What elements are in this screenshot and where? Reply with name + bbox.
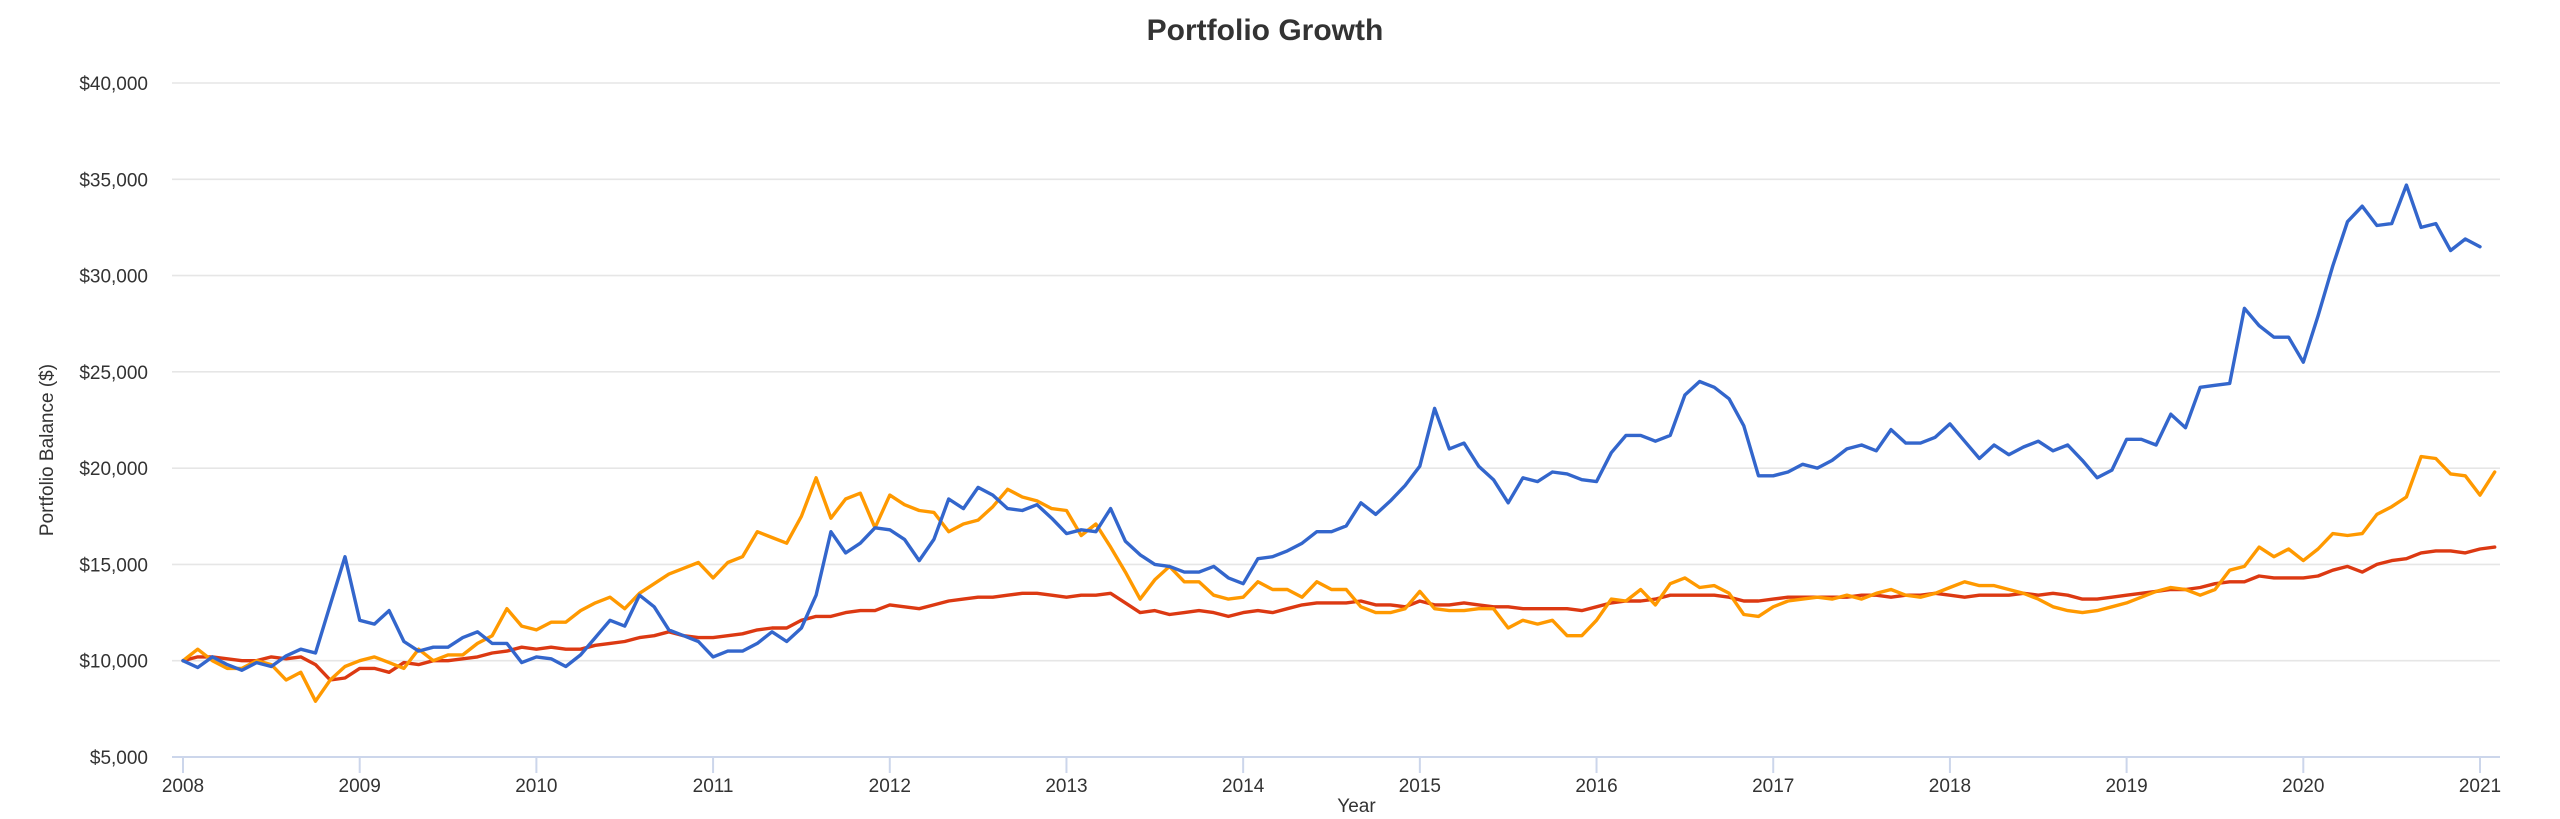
series-line-portfolio-3 [181,545,2497,682]
y-tick-label: $25,000 [79,363,148,384]
y-axis-ticks: $5,000 $10,000 $15,000 $20,000 $25,000 $30,00… [79,74,148,769]
series-lines [181,183,2497,703]
x-tick-label: 2012 [869,776,911,797]
x-tick-label: 2011 [693,776,734,797]
series-line-portfolio-1 [181,183,2482,672]
chart-title: Portfolio Growth [1147,14,1384,47]
y-tick-label: $15,000 [79,555,148,576]
x-tick-label: 2017 [1752,776,1794,797]
y-tick-label: $5,000 [90,748,148,769]
x-axis-ticks: 2008 2009 2010 2011 2012 2013 2014 2015 2016 2017… [162,757,2501,797]
y-tick-label: $10,000 [79,652,148,673]
x-axis-title: Year [1337,796,1376,817]
x-tick-label: 2018 [1929,776,1971,797]
x-tick-label: 2020 [2282,776,2324,797]
x-tick-label: 2008 [162,776,204,797]
series-line-portfolio-2 [181,454,2497,703]
x-tick-label: 2016 [1575,776,1617,797]
y-tick-label: $20,000 [79,459,148,480]
x-tick-label: 2009 [339,776,381,797]
gridlines [172,82,2500,662]
y-tick-label: $30,000 [79,267,148,288]
y-tick-label: $35,000 [79,170,148,191]
x-tick-label: 2021 [2459,776,2501,797]
x-tick-label: 2010 [515,776,557,797]
y-tick-label: $40,000 [79,74,148,95]
x-tick-label: 2015 [1399,776,1441,797]
x-tick-label: 2019 [2105,776,2147,797]
x-tick-label: 2014 [1222,776,1265,797]
x-tick-label: 2013 [1045,776,1087,797]
y-axis-title: Portfolio Balance ($) [37,364,58,536]
